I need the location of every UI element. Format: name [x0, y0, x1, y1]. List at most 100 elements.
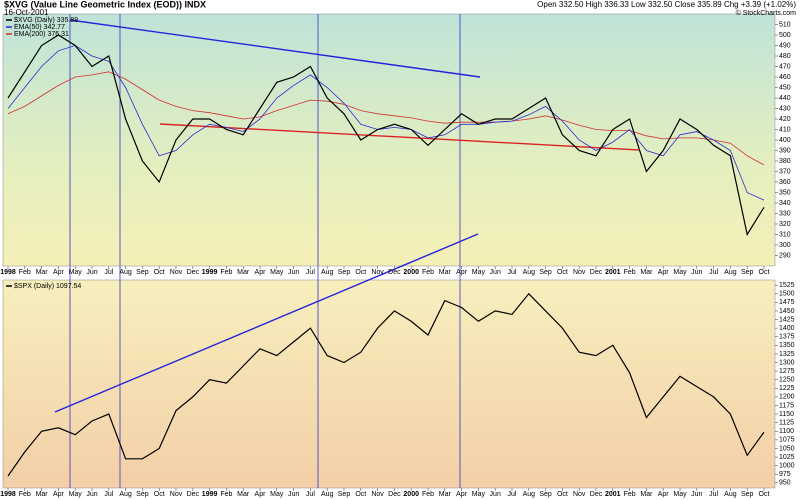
x-tick-label: Mar	[640, 269, 653, 276]
x-tick-label: Jul	[306, 269, 315, 276]
panel-top	[2, 13, 776, 267]
x-tick-label: Apr	[658, 269, 670, 276]
y-tick-label: 950	[779, 480, 791, 487]
x-tick-label: Sep	[338, 491, 351, 498]
panel-bottom	[2, 279, 776, 489]
date: 16-Oct-2001	[4, 8, 49, 17]
x-tick-label: May	[472, 491, 486, 498]
x-tick-label: Apr	[53, 269, 65, 276]
y-tick-label: 1375	[779, 334, 795, 341]
legend-label: $SPX (Daily) 1097.54	[14, 283, 81, 290]
x-tick-label: Mar	[439, 491, 452, 498]
x-tick-label: Apr	[255, 269, 267, 276]
y-tick-label: 410	[779, 126, 791, 133]
y-tick-label: 460	[779, 74, 791, 81]
x-tick-label: Nov	[170, 269, 183, 276]
y-tick-label: 310	[779, 231, 791, 238]
x-tick-label: Feb	[624, 491, 636, 498]
x-tick-label: Aug	[523, 491, 536, 498]
x-tick-label: Sep	[338, 269, 351, 276]
y-tick-label: 470	[779, 63, 791, 70]
x-tick-label: May	[270, 491, 284, 498]
x-tick-label: May	[472, 269, 486, 276]
y-tick-label: 1275	[779, 368, 795, 375]
x-tick-label: Sep	[136, 491, 149, 498]
x-tick-label: Jul	[508, 269, 517, 276]
x-tick-label: Feb	[220, 491, 232, 498]
x-tick-label: Dec	[388, 491, 401, 498]
x-tick-label: 2000	[403, 491, 419, 498]
y-tick-label: 1250	[779, 377, 795, 384]
x-tick-label: Mar	[439, 269, 452, 276]
x-tick-label: Nov	[371, 269, 384, 276]
y-tick-label: 1300	[779, 359, 795, 366]
y-tick-label: 1050	[779, 445, 795, 452]
y-tick-label: 1075	[779, 437, 795, 444]
quote: Open 332.50 High 336.33 Low 332.50 Close…	[537, 0, 796, 9]
y-tick-label: 320	[779, 221, 791, 228]
x-tick-label: Dec	[187, 269, 200, 276]
x-tick-label: Apr	[658, 491, 670, 498]
title: $XVG (Value Line Geometric Index (EOD)) …	[4, 0, 206, 9]
x-tick-label: Dec	[388, 269, 401, 276]
x-tick-label: Apr	[456, 269, 468, 276]
y-tick-label: 1475	[779, 299, 795, 306]
y-tick-label: 500	[779, 32, 791, 39]
x-tick-label: May	[69, 491, 83, 498]
x-tick-label: Oct	[759, 269, 770, 276]
x-tick-label: Apr	[255, 491, 267, 498]
x-tick-label: May	[673, 491, 687, 498]
x-tick-label: Feb	[624, 269, 636, 276]
y-tick-label: 490	[779, 42, 791, 49]
x-tick-label: Oct	[557, 269, 568, 276]
x-tick-label: Jun	[288, 491, 299, 498]
x-tick-label: Jun	[490, 269, 501, 276]
x-tick-label: Feb	[19, 269, 31, 276]
y-tick-label: 1425	[779, 316, 795, 323]
y-tick-label: 290	[779, 252, 791, 259]
credit: © StockCharts.com	[736, 9, 797, 17]
y-tick-label: 1025	[779, 454, 795, 461]
x-tick-label: Oct	[154, 491, 165, 498]
x-tick-label: Aug	[321, 491, 334, 498]
x-tick-label: Mar	[36, 491, 49, 498]
x-tick-label: Aug	[523, 269, 536, 276]
x-tick-label: Sep	[539, 269, 552, 276]
y-tick-label: 360	[779, 179, 791, 186]
x-tick-label: Sep	[741, 269, 754, 276]
x-tick-label: May	[673, 269, 687, 276]
legend-label: $XVG (Daily) 335.89	[14, 17, 78, 24]
x-tick-label: Jun	[691, 269, 702, 276]
x-tick-label: 1998	[0, 269, 16, 276]
price-line	[7, 292, 765, 477]
y-tick-label: 370	[779, 168, 791, 175]
x-tick-label: Dec	[590, 491, 603, 498]
x-tick-label: Jul	[306, 491, 315, 498]
x-tick-label: Jul	[508, 491, 517, 498]
x-tick-label: Jun	[691, 491, 702, 498]
price-line	[7, 34, 765, 237]
y-tick-label: 1325	[779, 351, 795, 358]
x-tick-label: 2000	[403, 269, 419, 276]
x-tick-label: May	[69, 269, 83, 276]
x-tick-label: Jul	[709, 491, 718, 498]
y-tick-label: 1500	[779, 291, 795, 298]
x-tick-label: Oct	[557, 491, 568, 498]
x-tick-label: Oct	[759, 491, 770, 498]
y-tick-label: 420	[779, 116, 791, 123]
y-tick-label: 350	[779, 189, 791, 196]
y-tick-label: 390	[779, 147, 791, 154]
x-tick-label: Nov	[371, 491, 384, 498]
x-tick-label: Jun	[490, 491, 501, 498]
x-tick-label: Jun	[288, 269, 299, 276]
x-tick-label: Feb	[422, 491, 434, 498]
y-tick-label: 1400	[779, 325, 795, 332]
y-tick-label: 1200	[779, 394, 795, 401]
y-tick-label: 1125	[779, 420, 794, 427]
y-tick-label: 975	[779, 471, 791, 478]
y-tick-label: 1450	[779, 308, 795, 315]
price-line	[7, 71, 765, 166]
x-tick-label: Feb	[19, 491, 31, 498]
x-tick-label: Feb	[220, 269, 232, 276]
